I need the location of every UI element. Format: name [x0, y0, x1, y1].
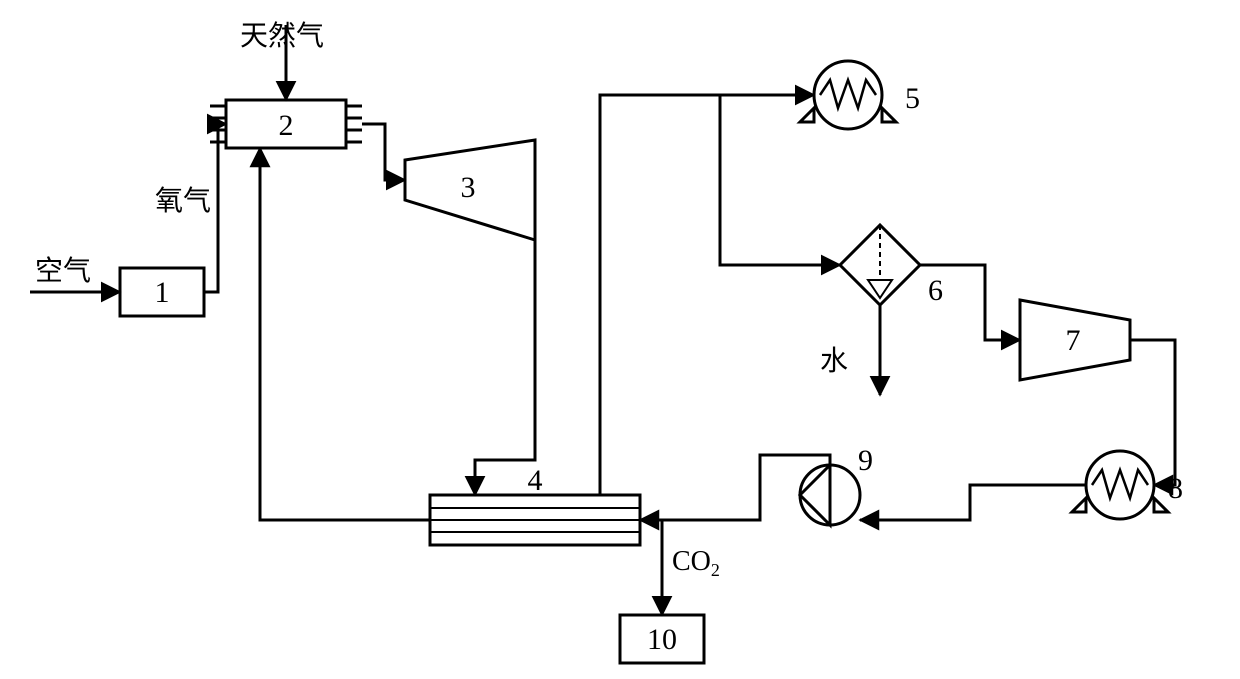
- label-oxygen: 氧气: [155, 185, 211, 217]
- node-7-label: 7: [1066, 324, 1081, 357]
- node-5-label: 5: [905, 82, 920, 115]
- node-10: 10: [620, 615, 704, 663]
- node-10-label: 10: [647, 623, 677, 656]
- node-5: 5: [800, 61, 920, 129]
- node-7: 7: [1020, 300, 1130, 380]
- node-2-label: 2: [279, 109, 294, 142]
- node-9-label: 9: [858, 444, 873, 477]
- edge-4-to-2: [260, 148, 430, 520]
- edge-8-to-9: [860, 485, 1086, 520]
- edge-3-to-4: [475, 228, 535, 495]
- edge-5-to-6: [720, 95, 840, 265]
- edge-7-to-8: [1130, 340, 1175, 485]
- node-1-label: 1: [155, 276, 170, 309]
- node-6-label: 6: [928, 274, 943, 307]
- node-3-label: 3: [461, 171, 476, 204]
- label-air: 空气: [35, 255, 91, 287]
- edge-4-to-5: [600, 95, 814, 495]
- label-co2: CO2: [672, 546, 720, 580]
- label-water: 水: [820, 345, 848, 377]
- node-4: 4: [430, 464, 640, 545]
- node-1: 1: [120, 268, 204, 316]
- edge-2-to-3: [362, 124, 405, 180]
- process-flow-diagram: 1 2 3 4 5 6: [0, 0, 1240, 679]
- node-2: 2: [210, 100, 362, 148]
- node-4-label: 4: [528, 464, 543, 497]
- label-natural-gas: 天然气: [240, 20, 324, 52]
- node-3: 3: [405, 140, 535, 240]
